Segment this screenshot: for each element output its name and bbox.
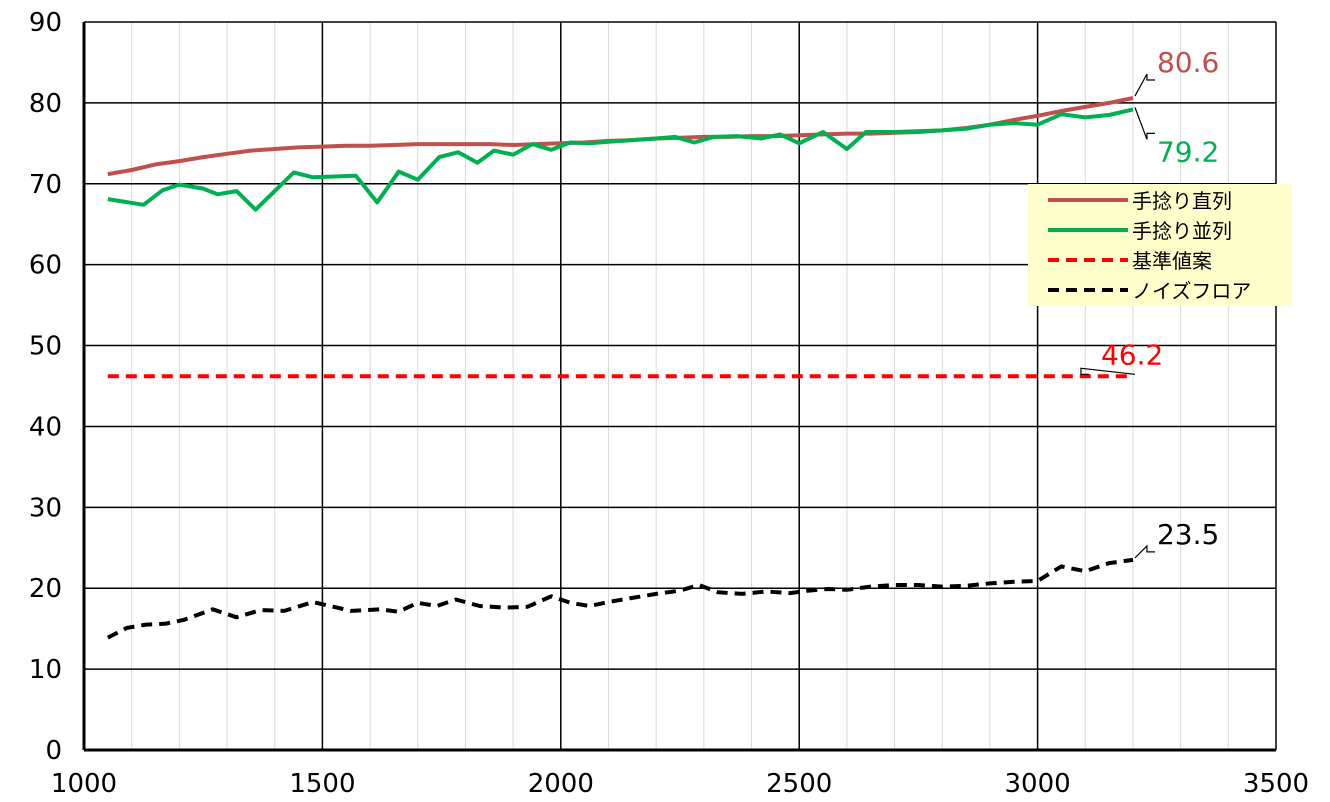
callout-leader: [1134, 107, 1155, 140]
y-tick-label: 50: [29, 332, 62, 362]
series-line-1: [107, 107, 1134, 212]
major-gridlines: [84, 21, 1277, 750]
y-tick-label: 0: [45, 736, 62, 766]
y-tick-label: 20: [29, 574, 62, 604]
x-tick-label: 2500: [766, 769, 832, 799]
minor-gridlines: [131, 22, 1229, 750]
x-tick-label: 3500: [1243, 769, 1309, 799]
x-tick-label: 2000: [528, 769, 594, 799]
legend-entry-0: 手捻り直列: [1132, 189, 1232, 213]
y-tick-label: 70: [29, 170, 62, 200]
x-tick-label: 1500: [289, 769, 355, 799]
y-tick-label: 30: [29, 493, 62, 523]
y-tick-label: 80: [29, 89, 62, 119]
data-label-2: 46.2: [1101, 338, 1163, 371]
data-label-3: 23.5: [1157, 518, 1219, 551]
y-tick-label: 90: [29, 8, 62, 38]
callout-leader: [1134, 544, 1155, 559]
axes: [82, 22, 1276, 752]
callout-leader: [1134, 73, 1155, 97]
data-label-0: 80.6: [1157, 46, 1219, 79]
legend-entry-1: 手捻り並列: [1132, 219, 1232, 243]
legend-box: [1028, 184, 1292, 306]
x-tick-label: 1000: [51, 769, 117, 799]
series-line-0: [107, 96, 1134, 177]
legend-entry-3: ノイズフロア: [1132, 279, 1251, 303]
legend-entry-2: 基準値案: [1132, 249, 1212, 273]
series-line-3: [106, 557, 1134, 640]
series-lines: [106, 96, 1134, 640]
callout-leader: [1080, 367, 1136, 375]
x-tick-label: 3000: [1005, 769, 1071, 799]
tick-labels: 0 10 20 30 40 50 60 70 80 90 1000 1500 2000 2500 3000 3…: [29, 8, 1309, 799]
y-tick-label: 40: [29, 412, 62, 442]
y-tick-label: 10: [29, 655, 62, 685]
data-label-callouts: 80.6 79.2 46.2 23.5: [1080, 46, 1219, 559]
y-tick-label: 60: [29, 251, 62, 281]
data-label-1: 79.2: [1157, 135, 1219, 168]
